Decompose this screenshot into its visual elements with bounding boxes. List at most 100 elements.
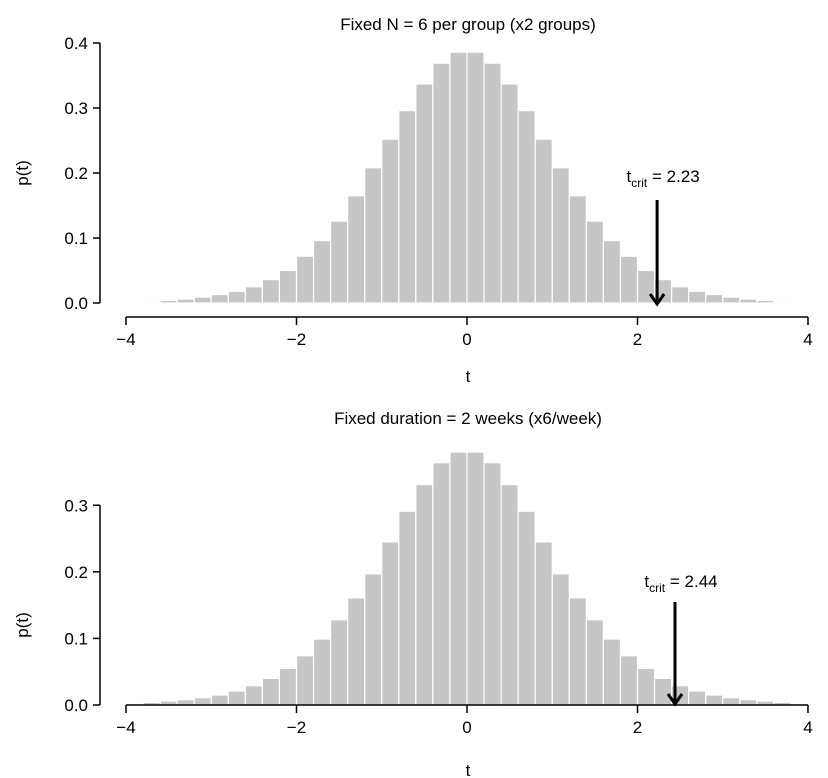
bar — [551, 167, 570, 304]
t-crit-subscript: crit — [631, 176, 648, 190]
t-crit-label: tcrit = 2.23 — [627, 167, 700, 190]
bar — [568, 195, 587, 304]
bar — [125, 301, 144, 304]
x-tick-label: −4 — [116, 718, 135, 737]
bar — [585, 220, 604, 304]
y-tick-label: 0.2 — [64, 563, 88, 582]
bar — [500, 83, 519, 304]
bar — [483, 462, 502, 706]
y-tick-label: 0.3 — [64, 99, 88, 118]
bar — [312, 638, 332, 706]
arrow-head — [666, 693, 684, 707]
bar — [483, 62, 502, 304]
bar — [602, 638, 622, 706]
bar — [398, 109, 417, 304]
bar — [364, 167, 383, 304]
bar — [210, 694, 229, 706]
bar — [193, 296, 212, 304]
t-crit-main: t — [627, 167, 632, 186]
bar — [688, 690, 707, 706]
bar — [295, 655, 315, 706]
x-axis-label: t — [466, 761, 471, 778]
bar — [653, 677, 673, 706]
bar — [432, 462, 451, 706]
t-crit-value: = 2.23 — [647, 167, 699, 186]
y-axis-label: p(t) — [13, 160, 32, 186]
bar — [551, 573, 570, 706]
y-tick-label: 0.3 — [64, 496, 88, 515]
bar — [364, 573, 383, 706]
chart-panel-top: Fixed N = 6 per group (x2 groups) 0.0 0.1… — [13, 15, 813, 386]
bar — [244, 286, 264, 304]
bar — [517, 109, 536, 304]
bar — [636, 667, 656, 706]
bar — [722, 697, 741, 706]
x-tick-label: −4 — [116, 330, 135, 349]
bar — [568, 597, 587, 706]
bar — [517, 510, 536, 706]
bar — [210, 293, 229, 304]
bars — [125, 451, 809, 706]
bar — [449, 451, 468, 706]
x-tick-label: 2 — [633, 718, 642, 737]
bar — [739, 298, 758, 304]
x-tick-label: 2 — [633, 330, 642, 349]
bar — [278, 667, 298, 706]
chart-panel-bottom: Fixed duration = 2 weeks (x6/week) 0.00.… — [13, 409, 813, 778]
x-tick-label: −2 — [287, 718, 306, 737]
bar — [449, 51, 468, 304]
bar — [193, 697, 212, 706]
y-axis: 0.0 0.1 0.2 0.3 0.4 — [64, 34, 101, 313]
bar — [142, 301, 161, 304]
y-tick-label: 0.1 — [64, 629, 88, 648]
x-axis-label: t — [466, 367, 471, 386]
bar — [466, 51, 485, 304]
bar — [619, 655, 639, 706]
bar — [534, 541, 553, 706]
bar — [347, 195, 366, 304]
bar — [227, 690, 246, 706]
t-crit-value: = 2.44 — [665, 572, 717, 591]
bar — [756, 299, 775, 304]
x-tick-label: −2 — [287, 330, 306, 349]
x-axis: −4 −2 0 2 4 — [116, 704, 813, 737]
t-crit-label: tcrit = 2.44 — [644, 572, 717, 595]
bar — [670, 286, 690, 304]
bar — [295, 255, 315, 304]
bar — [261, 677, 281, 706]
bar — [227, 290, 246, 304]
x-tick-label: 0 — [462, 330, 471, 349]
chart-title: Fixed N = 6 per group (x2 groups) — [340, 15, 596, 34]
bar — [790, 301, 809, 304]
bar — [415, 484, 434, 706]
bar — [466, 451, 485, 706]
bar — [500, 484, 519, 706]
bar — [602, 240, 622, 304]
y-tick-label: 0.2 — [64, 164, 88, 183]
bars — [125, 51, 809, 304]
t-crit-main: t — [644, 572, 649, 591]
bar — [534, 138, 553, 304]
x-tick-label: 4 — [803, 330, 812, 349]
x-tick-label: 0 — [462, 718, 471, 737]
bar — [278, 269, 298, 304]
y-tick-label: 0.4 — [64, 34, 88, 53]
bar — [585, 619, 604, 706]
y-axis-label: p(t) — [13, 612, 32, 638]
y-axis: 0.0 0.1 0.2 0.3 — [64, 496, 101, 715]
bar — [705, 293, 724, 304]
bar — [619, 255, 639, 304]
bar — [398, 510, 417, 706]
bar — [432, 62, 451, 304]
y-tick-label: 0.1 — [64, 229, 88, 248]
y-tick-label: 0.0 — [64, 294, 88, 313]
bar — [312, 240, 332, 304]
arrow-head — [648, 293, 666, 307]
bar — [330, 619, 349, 706]
bar — [381, 138, 400, 304]
bar — [705, 694, 724, 706]
x-tick-label: 4 — [803, 718, 812, 737]
bar — [261, 279, 281, 304]
bar — [722, 296, 741, 304]
